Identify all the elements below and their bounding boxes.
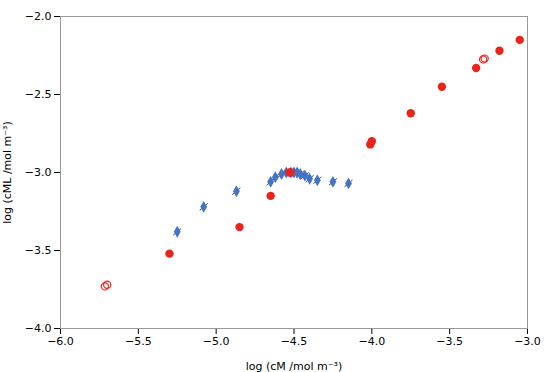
svg-text:log (cML /mol m⁻³): log (cML /mol m⁻³) <box>1 121 14 224</box>
svg-text:−3.5: −3.5 <box>25 244 52 257</box>
svg-text:−4.5: −4.5 <box>281 335 308 348</box>
svg-text:log (cM /mol m⁻³): log (cM /mol m⁻³) <box>246 360 343 372</box>
svg-text:−2.5: −2.5 <box>25 88 52 101</box>
svg-text:−6.0: −6.0 <box>47 335 74 348</box>
svg-text:−3.0: −3.0 <box>514 335 541 348</box>
svg-text:−3.5: −3.5 <box>436 335 463 348</box>
svg-text:−4.0: −4.0 <box>358 335 385 348</box>
svg-text:−3.0: −3.0 <box>25 166 52 179</box>
svg-text:−5.0: −5.0 <box>203 335 230 348</box>
svg-text:−2.0: −2.0 <box>25 10 52 23</box>
svg-text:−4.0: −4.0 <box>25 322 52 335</box>
svg-text:−5.5: −5.5 <box>125 335 152 348</box>
